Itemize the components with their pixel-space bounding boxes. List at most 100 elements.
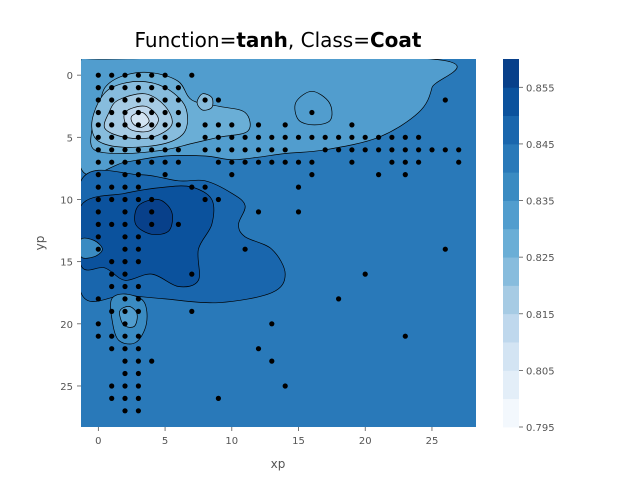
- scatter-point: [189, 271, 195, 277]
- scatter-point: [135, 259, 141, 265]
- scatter-point: [122, 358, 128, 364]
- scatter-point: [149, 97, 155, 103]
- scatter-point: [202, 147, 208, 153]
- scatter-point: [122, 308, 128, 314]
- scatter-point: [189, 184, 195, 190]
- scatter-point: [122, 408, 128, 414]
- scatter-point: [322, 147, 328, 153]
- scatter-point: [109, 109, 115, 116]
- scatter-point: [122, 259, 128, 265]
- x-tick-label: 5: [162, 436, 168, 447]
- scatter-point: [175, 159, 181, 165]
- scatter-point: [229, 147, 235, 153]
- scatter-point: [109, 97, 115, 103]
- scatter-point: [149, 109, 155, 116]
- scatter-point: [149, 221, 155, 227]
- colorbar-segment: [503, 59, 519, 88]
- scatter-point: [189, 308, 195, 314]
- colorbar-tick-label: 0.845: [526, 140, 555, 151]
- scatter-point: [135, 383, 141, 389]
- scatter-point: [282, 159, 288, 165]
- scatter-point: [162, 72, 168, 78]
- scatter-point: [149, 358, 155, 364]
- scatter-point: [202, 134, 208, 140]
- scatter-point: [255, 147, 262, 153]
- scatter-point: [162, 147, 168, 153]
- scatter-point: [229, 134, 235, 140]
- scatter-point: [109, 196, 115, 203]
- colorbar-segment: [503, 398, 519, 428]
- scatter-point: [135, 72, 141, 78]
- scatter-point: [175, 85, 181, 91]
- scatter-point: [402, 147, 408, 153]
- scatter-point: [215, 147, 221, 153]
- colorbar-tick-label: 0.795: [526, 423, 555, 434]
- scatter-point: [255, 209, 262, 215]
- scatter-point: [295, 184, 302, 190]
- x-tick-label: 15: [292, 436, 305, 447]
- scatter-point: [95, 196, 101, 203]
- scatter-point: [162, 85, 168, 91]
- scatter-point: [95, 234, 101, 240]
- scatter-point: [376, 134, 382, 140]
- scatter-point: [255, 134, 262, 140]
- title-part-0: Function=: [135, 28, 237, 52]
- colorbar-segment: [503, 115, 519, 145]
- scatter-point: [389, 134, 395, 140]
- scatter-point: [109, 346, 115, 352]
- scatter-point: [122, 321, 128, 327]
- scatter-point: [95, 122, 101, 128]
- x-axis: 0 5 10 15 20 25: [95, 427, 438, 447]
- scatter-point: [349, 134, 355, 140]
- scatter-point: [135, 122, 141, 128]
- scatter-point: [309, 134, 315, 140]
- scatter-point: [109, 383, 115, 389]
- scatter-point: [95, 85, 101, 91]
- scatter-point: [135, 333, 141, 339]
- scatter-point: [149, 134, 155, 140]
- scatter-point: [295, 134, 302, 140]
- scatter-point: [282, 134, 288, 140]
- scatter-point: [135, 283, 141, 290]
- scatter-point: [135, 370, 141, 377]
- scatter-point: [349, 147, 355, 153]
- chart-title: Function=tanh, Class=Coat: [135, 28, 422, 52]
- scatter-point: [135, 246, 141, 252]
- scatter-point: [175, 147, 181, 153]
- scatter-point: [229, 122, 235, 128]
- scatter-point: [362, 271, 368, 277]
- scatter-point: [135, 134, 141, 140]
- colorbar-segment: [503, 285, 519, 315]
- scatter-point: [95, 97, 101, 103]
- contour-region-1: [294, 90, 333, 126]
- scatter-point: [95, 246, 101, 252]
- scatter-point: [95, 221, 101, 227]
- scatter-point: [322, 134, 328, 140]
- title-part-1: tanh: [236, 28, 288, 52]
- scatter-point: [95, 147, 101, 153]
- y-tick-label: 20: [60, 320, 73, 331]
- scatter-point: [362, 147, 368, 153]
- scatter-point: [309, 172, 315, 178]
- scatter-point: [202, 97, 208, 103]
- scatter-point: [109, 283, 115, 290]
- scatter-point: [135, 184, 141, 190]
- scatter-point: [122, 172, 128, 178]
- scatter-point: [149, 159, 155, 165]
- scatter-point: [122, 159, 128, 165]
- scatter-point: [215, 97, 221, 103]
- x-tick-label: 0: [95, 436, 101, 447]
- scatter-point: [122, 134, 128, 140]
- scatter-point: [269, 321, 275, 327]
- scatter-point: [175, 109, 181, 116]
- y-tick-label: 0: [67, 71, 73, 82]
- scatter-point: [162, 109, 168, 116]
- scatter-point: [95, 321, 101, 327]
- scatter-point: [389, 159, 395, 165]
- scatter-point: [109, 259, 115, 265]
- scatter-point: [202, 122, 208, 128]
- scatter-point: [376, 172, 382, 178]
- scatter-point: [109, 333, 115, 339]
- y-axis: 0 5 10 15 20 25: [60, 71, 81, 393]
